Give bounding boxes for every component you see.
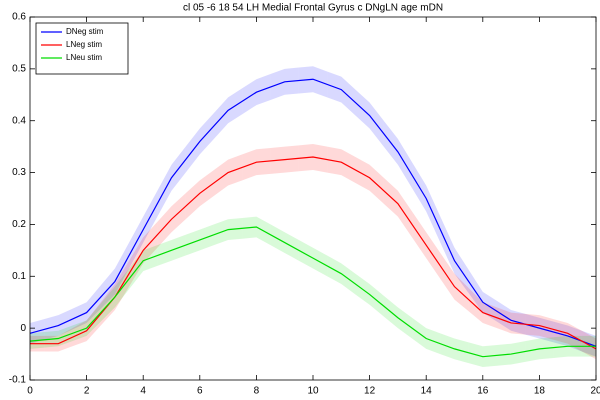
error-band — [242, 74, 271, 115]
x-tick-label: 6 — [197, 386, 203, 397]
error-band — [468, 342, 497, 368]
error-band — [412, 162, 441, 243]
series-line — [29, 78, 597, 347]
error-band — [440, 333, 469, 364]
chart-title: cl 05 -6 18 54 LH Medial Frontal Gyrus c… — [183, 3, 443, 14]
y-tick-label: 0.2 — [12, 219, 26, 230]
error-band — [213, 88, 243, 139]
error-band — [553, 335, 582, 358]
legend-label: LNeu stim — [66, 53, 102, 62]
error-band — [327, 255, 356, 295]
error-band — [298, 66, 328, 98]
x-tick-label: 16 — [477, 386, 489, 397]
x-tick-label: 10 — [307, 386, 319, 397]
error-band — [72, 302, 101, 347]
error-band — [468, 287, 497, 329]
y-tick-label: 0.5 — [12, 63, 26, 74]
error-band — [468, 269, 497, 322]
error-band — [327, 71, 356, 116]
error-band — [355, 89, 384, 147]
x-tick-label: 0 — [27, 386, 33, 397]
legend-label: LNeg stim — [66, 40, 102, 49]
x-tick-label: 4 — [140, 386, 146, 397]
error-band — [242, 216, 271, 246]
error-band — [157, 193, 186, 248]
error-band — [270, 67, 299, 100]
legend-label: DNeg stim — [66, 27, 104, 36]
error-band — [100, 268, 130, 322]
error-band — [327, 146, 356, 183]
error-band — [553, 319, 582, 352]
y-tick-label: -0.1 — [9, 375, 27, 386]
error-band — [100, 242, 130, 309]
x-tick-label: 2 — [84, 386, 90, 397]
error-band — [129, 245, 158, 290]
error-band — [185, 169, 214, 220]
error-band — [44, 325, 73, 348]
x-tick-label: 12 — [364, 386, 376, 397]
y-tick-label: 0.3 — [12, 167, 26, 178]
series-line — [29, 226, 596, 358]
error-band — [72, 285, 101, 330]
y-tick-label: 0.6 — [12, 12, 26, 23]
error-band — [496, 307, 526, 335]
error-band — [525, 313, 554, 340]
y-tick-label: 0.4 — [12, 115, 26, 126]
error-band — [383, 120, 413, 189]
error-band — [44, 328, 73, 352]
error-band — [298, 144, 328, 173]
error-band — [525, 337, 554, 362]
error-band — [440, 216, 469, 294]
x-tick-label: 8 — [254, 386, 260, 397]
error-band — [242, 147, 271, 181]
error-band — [72, 303, 101, 342]
error-band — [185, 112, 214, 173]
error-band — [100, 260, 130, 326]
legend: DNeg stim LNeg stim LNeu stim — [35, 22, 129, 75]
error-band — [412, 317, 441, 355]
x-tick-label: 14 — [421, 386, 433, 397]
x-tick-label: 18 — [534, 386, 546, 397]
y-tick-label: 0 — [20, 323, 26, 334]
series-line — [30, 156, 597, 350]
error-band — [213, 154, 243, 196]
error-band — [355, 157, 384, 204]
error-band — [440, 252, 469, 312]
error-band — [383, 177, 413, 238]
error-band — [496, 341, 526, 366]
error-band — [496, 300, 526, 335]
x-tick-label: 20 — [590, 386, 600, 397]
error-band — [44, 308, 73, 340]
error-band — [553, 321, 582, 352]
error-band — [213, 217, 243, 246]
error-band — [157, 146, 186, 217]
y-tick-label: 0.1 — [12, 271, 26, 282]
